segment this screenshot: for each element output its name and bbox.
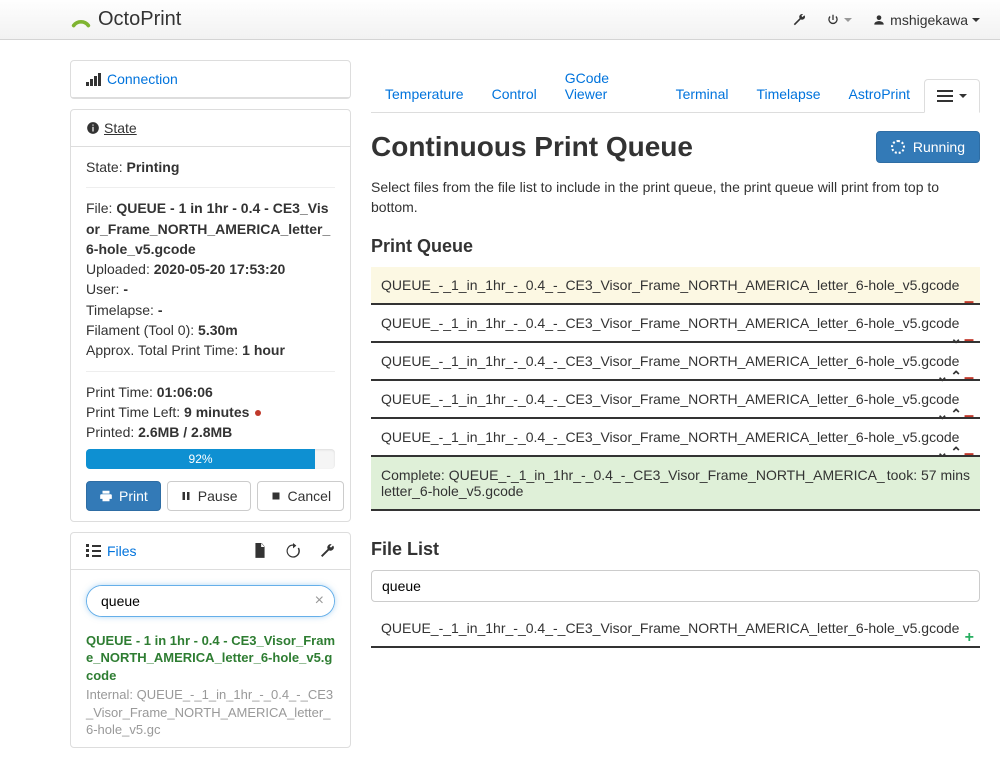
print-progress: 92% [86,449,335,469]
file-list-item: QUEUE_-_1_in_1hr_-_0.4_-_CE3_Visor_Frame… [371,610,980,648]
helper-text: Select files from the file list to inclu… [371,177,980,218]
queue-up-icon[interactable]: ⌃ [950,447,962,457]
tab-temperature[interactable]: Temperature [371,76,478,112]
list-icon [86,544,101,557]
state-time-left: 9 minutes [184,404,249,420]
state-status: Printing [126,159,179,175]
tab-gcode-viewer[interactable]: GCode Viewer [551,60,662,112]
spinner-icon [891,140,905,154]
queue-down-icon[interactable]: ⌄ [937,447,949,457]
info-icon [86,121,100,135]
files-search-input[interactable] [87,586,334,616]
queue-item: QUEUE_-_1_in_1hr_-_0.4_-_CE3_Visor_Frame… [371,305,980,343]
tab-timelapse[interactable]: Timelapse [742,76,834,112]
octoprint-logo-icon [70,9,92,31]
print-icon [99,489,113,503]
signal-icon [86,73,101,86]
sidebar: Connection State State: Printing File: Q… [70,60,351,758]
file-list-search-input[interactable] [371,570,980,602]
power-menu[interactable] [826,13,852,27]
state-panel: State State: Printing File: QUEUE - 1 in… [70,109,351,522]
queue-item: QUEUE_-_1_in_1hr_-_0.4_-_CE3_Visor_Frame… [371,419,980,457]
queue-up-icon[interactable]: ⌃ [950,371,962,381]
connection-link[interactable]: Connection [107,71,178,87]
state-approx: 1 hour [242,342,285,358]
stop-icon [270,490,282,502]
running-badge[interactable]: Running [876,131,980,163]
power-icon [826,13,840,27]
brand[interactable]: OctoPrint [70,8,181,31]
state-printed: 2.6MB / 2.8MB [138,424,232,440]
print-button[interactable]: Print [86,481,161,511]
state-timelapse: - [158,302,163,318]
tab-overflow-menu[interactable] [924,79,980,113]
tab-astroprint[interactable]: AstroPrint [835,76,924,112]
file-entry-title: QUEUE - 1 in 1hr - 0.4 - CE3_Visor_Frame… [86,632,335,685]
queue-up-icon[interactable]: ⌃ [950,409,962,419]
queue-down-icon[interactable]: ⌄ [950,333,962,343]
state-toggle[interactable]: State [86,120,137,136]
wrench-icon [792,13,806,27]
state-uploaded: 2020-05-20 17:53:20 [154,261,286,277]
state-file: QUEUE - 1 in 1hr - 0.4 - CE3_Visor_Frame… [86,200,330,257]
progress-bar-fill: 92% [86,449,315,469]
refresh-icon[interactable] [285,543,301,559]
queue-down-icon[interactable]: ⌄ [937,371,949,381]
file-icon[interactable] [253,543,267,559]
queue-took: took: 57 mins [887,467,970,499]
tabs: Temperature Control GCode Viewer Termina… [371,60,980,113]
hamburger-icon [937,90,953,102]
state-user: - [123,281,128,297]
user-menu[interactable]: mshigekawa [872,12,980,28]
pause-icon [180,490,192,502]
search-clear-icon[interactable]: × [315,592,324,610]
files-link[interactable]: Files [107,543,137,559]
page-title: Continuous Print Queue [371,131,693,163]
state-print-time: 01:06:06 [157,384,213,400]
print-queue-title: Print Queue [371,236,980,257]
files-panel: Files × QUEUE - 1 in 1hr - 0.4 - CE3_Vis… [70,532,351,748]
pause-button[interactable]: Pause [167,481,251,511]
file-list-entry[interactable]: QUEUE - 1 in 1hr - 0.4 - CE3_Visor_Frame… [71,632,350,747]
navbar: OctoPrint mshigekawa [0,0,1000,40]
user-icon [872,13,886,27]
queue-item: QUEUE_-_1_in_1hr_-_0.4_-_CE3_Visor_Frame… [371,381,980,419]
tab-terminal[interactable]: Terminal [662,76,743,112]
state-filament: 5.30m [198,322,238,338]
queue-down-icon[interactable]: ⌄ [937,409,949,419]
time-left-indicator-icon [255,410,261,416]
queue-item-complete: Complete: QUEUE_-_1_in_1hr_-_0.4_-_CE3_V… [371,457,980,511]
username: mshigekawa [890,12,968,28]
file-entry-meta: Internal: QUEUE_-_1_in_1hr_-_0.4_-_CE3_V… [86,686,335,739]
queue-item: QUEUE_-_1_in_1hr_-_0.4_-_CE3_Visor_Frame… [371,343,980,381]
cancel-button[interactable]: Cancel [257,481,345,511]
settings-button[interactable] [792,13,806,27]
main-area: Temperature Control GCode Viewer Termina… [371,60,980,648]
tab-control[interactable]: Control [478,76,551,112]
file-list-title: File List [371,539,980,560]
wrench-icon[interactable] [319,543,335,559]
queue-item-current: QUEUE_-_1_in_1hr_-_0.4_-_CE3_Visor_Frame… [371,267,980,305]
brand-text: OctoPrint [98,8,181,31]
connection-panel: Connection [70,60,351,99]
